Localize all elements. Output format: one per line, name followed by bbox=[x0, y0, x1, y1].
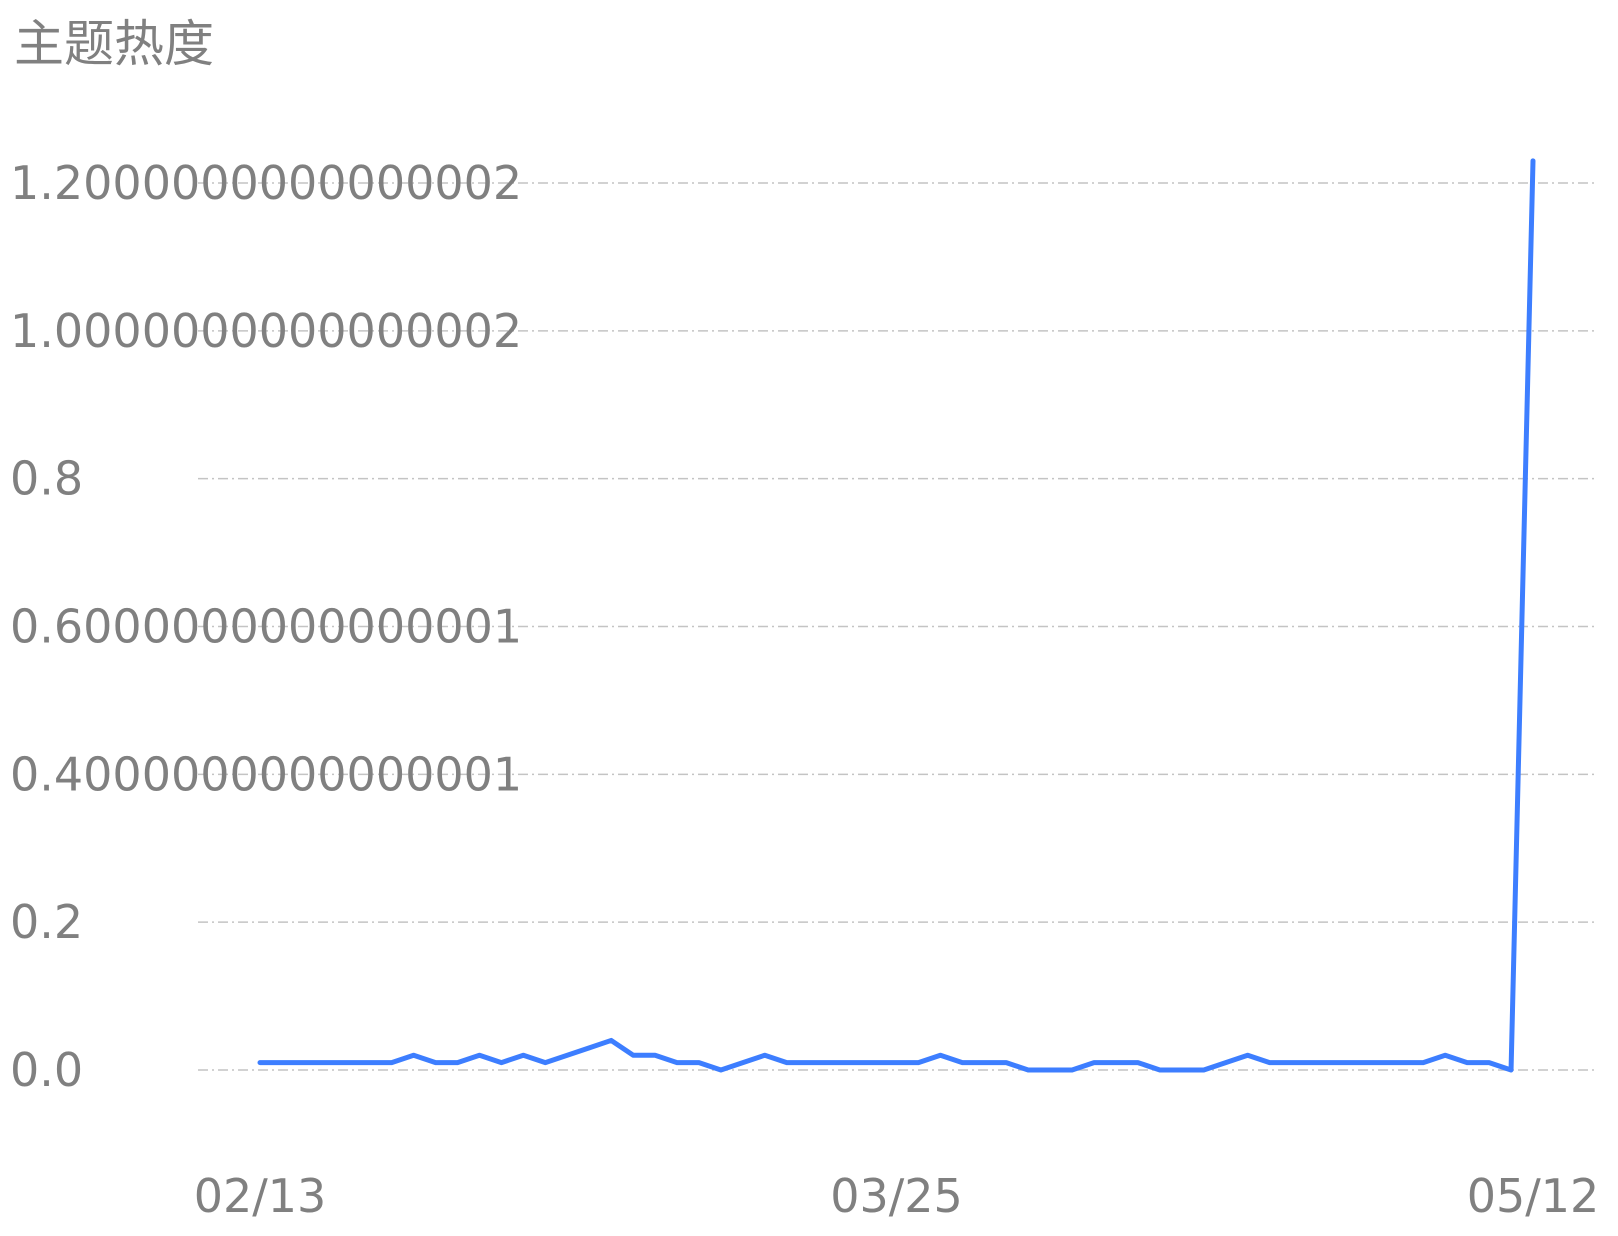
y-tick-label: 1.2000000000000002 bbox=[10, 156, 522, 210]
x-axis-ticks: 02/13 03/25 05/12 bbox=[194, 1169, 1600, 1223]
chart-title: 主题热度 bbox=[14, 15, 214, 73]
x-tick-label: 03/25 bbox=[830, 1169, 963, 1223]
series-layer bbox=[257, 158, 1536, 1073]
y-tick-label: 0.4000000000000001 bbox=[10, 747, 522, 801]
gridlines bbox=[198, 182, 1598, 1071]
y-tick-label: 1.0000000000000002 bbox=[10, 304, 522, 358]
y-axis-ticks: 0.0 0.2 0.4000000000000001 0.60000000000000… bbox=[10, 156, 522, 1097]
y-tick-label: 0.0 bbox=[10, 1043, 83, 1097]
x-tick-label: 05/12 bbox=[1467, 1169, 1600, 1223]
y-tick-label: 0.2 bbox=[10, 895, 83, 949]
y-tick-label: 0.6000000000000001 bbox=[10, 600, 522, 654]
x-tick-label: 02/13 bbox=[194, 1169, 327, 1223]
series-line bbox=[257, 158, 1536, 1073]
y-tick-label: 0.8 bbox=[10, 452, 83, 506]
